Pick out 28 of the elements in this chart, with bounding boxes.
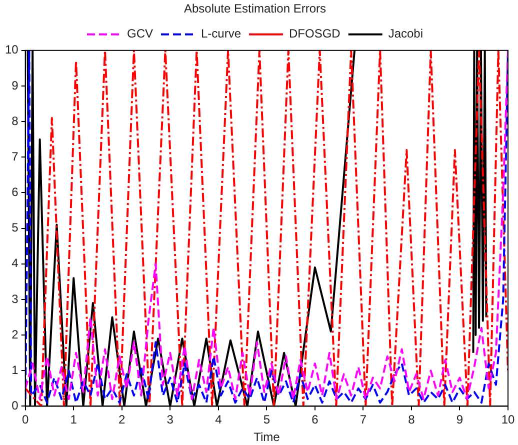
y-tick-label: 2 <box>12 327 19 342</box>
y-tick-label: 0 <box>12 398 19 413</box>
legend-label: GCV <box>126 26 153 41</box>
x-tick-label: 5 <box>263 412 270 427</box>
y-tick-label: 7 <box>12 149 19 164</box>
x-tick-label: 9 <box>456 412 464 427</box>
y-tick-label: 5 <box>12 220 19 235</box>
x-tick-label: 6 <box>312 412 319 427</box>
y-tick-label: 8 <box>12 114 19 128</box>
x-axis-title: Time <box>254 430 280 444</box>
chart-title: Absolute Estimation Errors <box>184 2 326 16</box>
x-tick-label: 2 <box>118 412 126 427</box>
y-tick-label: 1 <box>12 362 19 377</box>
y-tick-label: 6 <box>12 185 19 200</box>
x-tick-label: 10 <box>501 412 515 427</box>
x-tick-label: 0 <box>22 412 30 427</box>
y-tick-label: 3 <box>12 292 19 306</box>
y-tick-label: 10 <box>4 42 19 57</box>
y-tick-label: 4 <box>12 256 19 270</box>
x-tick-label: 8 <box>408 412 416 427</box>
x-tick-label: 7 <box>360 412 367 427</box>
legend-label: L-curve <box>200 26 242 41</box>
y-tick-label: 9 <box>12 78 19 92</box>
x-tick-label: 3 <box>166 412 174 427</box>
legend-label: Jacobi <box>388 26 424 41</box>
x-tick-label: 4 <box>215 412 222 427</box>
legend-label: DFOSGD <box>289 26 341 41</box>
x-tick-label: 1 <box>70 412 78 427</box>
